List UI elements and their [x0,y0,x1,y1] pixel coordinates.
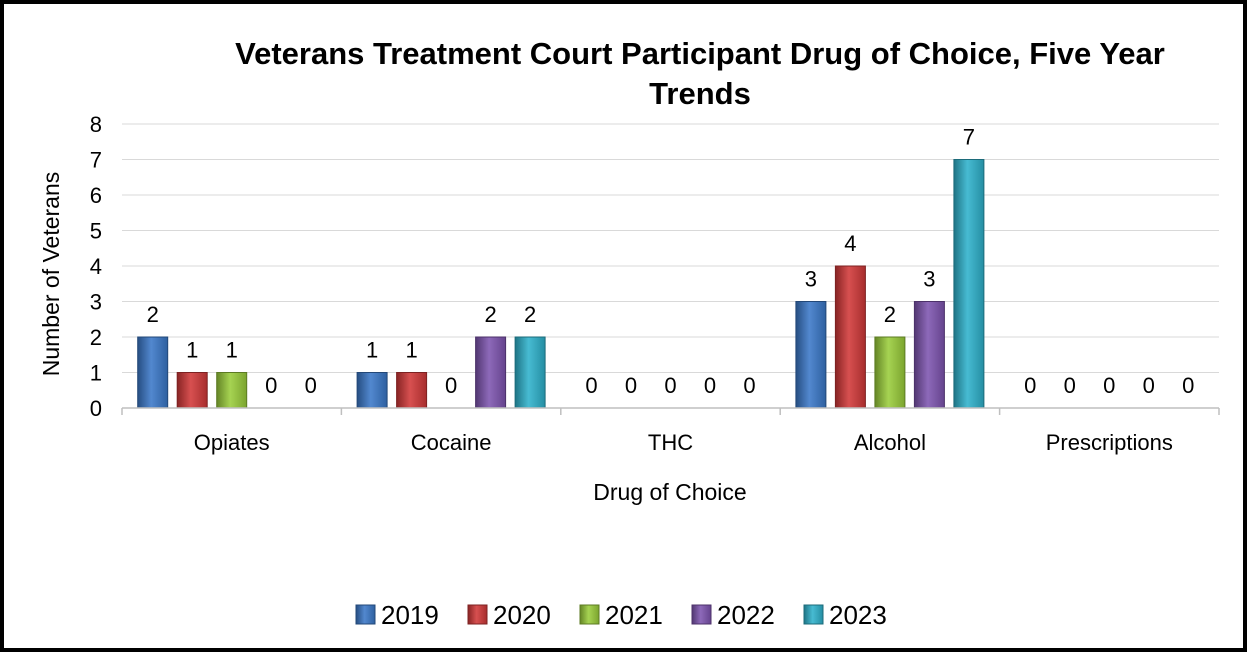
chart-title-line-2: Trends [649,76,751,111]
data-label: 3 [923,267,935,292]
data-label: 0 [585,373,597,398]
bar-2019-cocaine [356,372,388,409]
bar-2021-alcohol [874,336,906,409]
chart-title: Veterans Treatment Court Participant Dru… [235,36,1165,111]
gridlines [122,123,1219,373]
data-label: 2 [524,302,536,327]
legend-label: 2023 [829,600,887,630]
bar-2020-alcohol [834,265,866,409]
y-tick-label: 7 [90,148,102,173]
bar-2019-alcohol [795,301,827,409]
bar-2020-opiates [176,372,208,409]
bar-2023-cocaine [514,336,546,409]
legend-label: 2020 [493,600,551,630]
y-tick-label: 2 [90,325,102,350]
category-label: THC [648,430,693,455]
data-label: 2 [884,302,896,327]
bar-2019-opiates [137,336,169,409]
category-label: Alcohol [854,430,926,455]
bar-2023-alcohol [953,159,985,409]
data-label: 1 [405,338,417,363]
data-label: 0 [625,373,637,398]
data-label: 0 [265,373,277,398]
legend-swatch [467,604,488,625]
bar-chart: Veterans Treatment Court Participant Dru… [38,36,1220,630]
y-tick-label: 0 [90,396,102,421]
data-labels: 2 1 1 0 0 1 1 0 2 2 0 0 0 0 0 3 4 2 3 7 0 0 0 0 0 [147,125,1195,399]
data-label: 0 [1143,373,1155,398]
category-label: Opiates [194,430,270,455]
legend-swatch [355,604,376,625]
data-label: 0 [704,373,716,398]
data-label: 4 [844,231,856,256]
legend-swatch [579,604,600,625]
y-axis-ticks: 0 1 2 3 4 5 6 7 8 [90,112,102,421]
data-label: 0 [664,373,676,398]
chart-title-line-1: Veterans Treatment Court Participant Dru… [235,36,1165,71]
data-label: 2 [147,302,159,327]
x-axis [121,407,1220,415]
data-label: 0 [1103,373,1115,398]
y-tick-label: 3 [90,290,102,315]
data-label: 0 [1064,373,1076,398]
legend-item-2023: 2023 [803,600,887,630]
data-label: 0 [1024,373,1036,398]
y-tick-label: 5 [90,219,102,244]
legend-item-2019: 2019 [355,600,439,630]
y-tick-label: 8 [90,112,102,137]
y-tick-label: 6 [90,183,102,208]
data-label: 0 [743,373,755,398]
legend-label: 2019 [381,600,439,630]
legend-item-2021: 2021 [579,600,663,630]
legend-item-2022: 2022 [691,600,775,630]
y-axis-title: Number of Veterans [38,172,64,377]
legend: 2019 2020 2021 2022 2023 [355,600,887,630]
bar-2022-alcohol [913,301,945,409]
bar-2021-opiates [216,372,248,409]
data-label: 2 [484,302,496,327]
category-label: Cocaine [411,430,492,455]
data-label: 1 [366,338,378,363]
bar-2020-cocaine [396,372,428,409]
data-label: 0 [305,373,317,398]
x-axis-title: Drug of Choice [593,479,746,505]
legend-swatch [691,604,712,625]
data-label: 0 [445,373,457,398]
data-label: 1 [186,338,198,363]
bar-2022-cocaine [475,336,507,409]
legend-swatch [803,604,824,625]
category-label: Prescriptions [1046,430,1173,455]
y-tick-label: 4 [90,254,102,279]
bars [137,159,985,409]
legend-item-2020: 2020 [467,600,551,630]
data-label: 3 [805,267,817,292]
legend-label: 2022 [717,600,775,630]
data-label: 0 [1182,373,1194,398]
x-axis-category-labels: Opiates Cocaine THC Alcohol Prescriptions [194,430,1173,455]
legend-label: 2021 [605,600,663,630]
y-tick-label: 1 [90,361,102,386]
data-label: 7 [963,125,975,150]
data-label: 1 [226,338,238,363]
